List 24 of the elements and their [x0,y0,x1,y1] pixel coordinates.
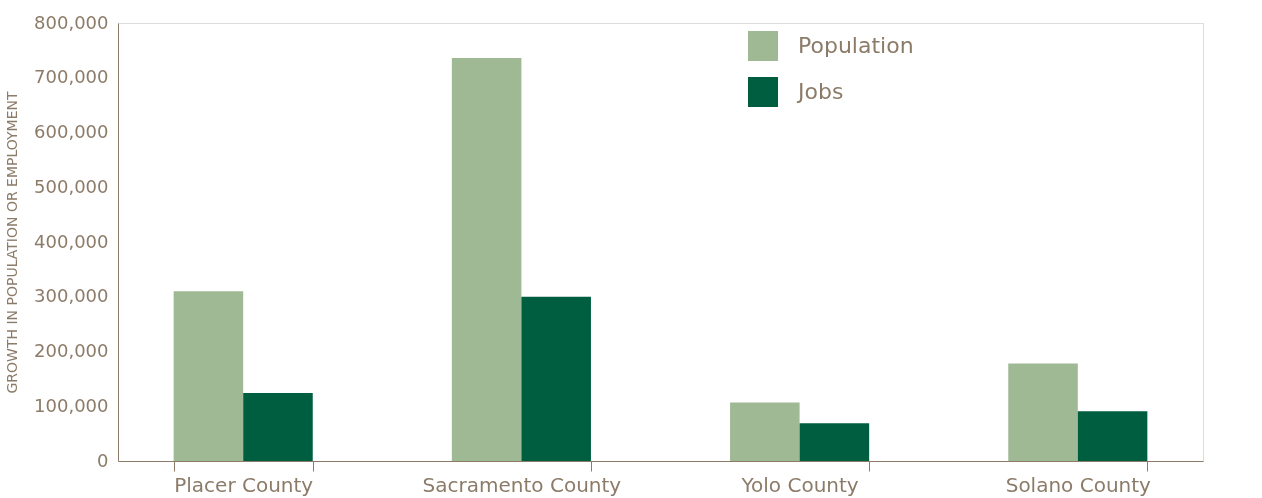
x-tick-label: Placer County [174,472,314,497]
y-tick-label: 800,000 [34,11,109,33]
bar [521,296,591,461]
bar [799,423,870,461]
y-tick-label: 200,000 [34,340,109,361]
x-tick-label: Sacramento County [422,472,622,497]
bar [451,58,522,461]
bar [730,402,800,461]
y-tick-label: 600,000 [34,121,109,142]
y-tick-label: 0 [97,449,109,471]
bar [243,393,313,461]
y-tick-label: 700,000 [34,66,109,88]
y-tick-label: 500,000 [34,175,109,197]
legend-label: Population [798,33,914,58]
legend-label: Jobs [796,79,844,104]
x-tick-label: Yolo County [740,472,859,497]
y-axis-title: GROWTH IN POPULATION OR EMPLOYMENT [4,91,21,394]
bar [173,291,244,461]
bar [1077,411,1148,461]
bar [1008,363,1078,461]
y-tick-label: 100,000 [34,394,109,416]
x-tick-label: Solano County [1005,472,1152,497]
y-tick-label: 400,000 [34,230,109,252]
y-tick-label: 300,000 [34,285,109,307]
